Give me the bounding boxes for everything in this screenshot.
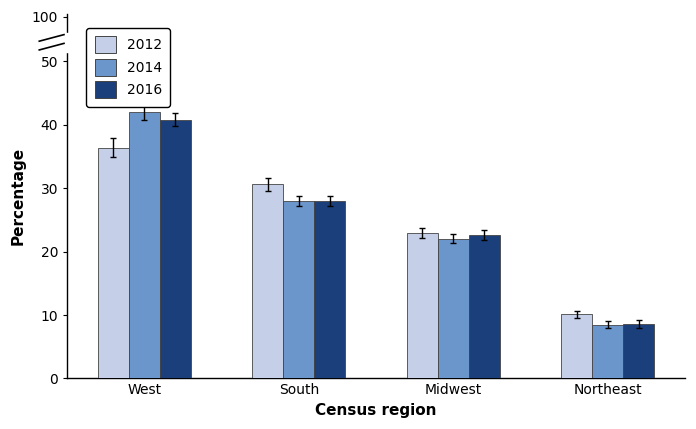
Bar: [129, 112, 160, 378]
Bar: [438, 239, 468, 378]
Y-axis label: Percentage: Percentage: [11, 147, 26, 245]
Bar: [253, 184, 283, 378]
Bar: [283, 201, 314, 378]
Bar: [623, 324, 654, 378]
Legend: 2012, 2014, 2016: 2012, 2014, 2016: [86, 28, 171, 106]
Bar: [407, 233, 438, 378]
Bar: [468, 235, 500, 378]
Bar: [160, 120, 191, 378]
X-axis label: Census region: Census region: [315, 403, 436, 418]
Bar: [592, 325, 623, 378]
Bar: [98, 148, 129, 378]
Bar: [562, 314, 592, 378]
Bar: [30, 33, 70, 52]
Bar: [314, 201, 345, 378]
